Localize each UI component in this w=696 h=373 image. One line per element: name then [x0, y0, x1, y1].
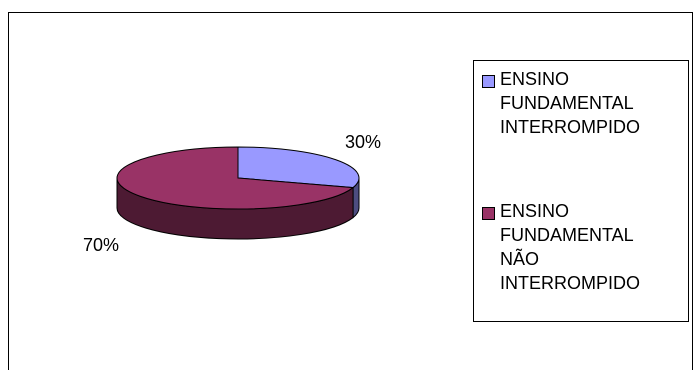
- legend-swatch-nao-interrompido: [482, 207, 495, 220]
- legend-item-interrompido: ENSINO FUNDAMENTAL INTERROMPIDO: [482, 67, 640, 139]
- legend-label-interrompido: ENSINO FUNDAMENTAL INTERROMPIDO: [500, 69, 641, 137]
- legend-item-nao-interrompido: ENSINO FUNDAMENTAL NÃO INTERROMPIDO: [482, 199, 640, 295]
- chart-frame: [8, 12, 693, 370]
- pie-slice-interrompido: [237, 146, 360, 189]
- legend-swatch-interrompido: [482, 75, 495, 88]
- legend: ENSINO FUNDAMENTAL INTERROMPIDO ENSINO F…: [473, 60, 689, 322]
- data-label-nao-interrompido: 70%: [83, 235, 120, 255]
- pie-slice-nao-interrompido: [116, 146, 355, 210]
- legend-label-nao-interrompido: ENSINO FUNDAMENTAL NÃO INTERROMPIDO: [500, 201, 641, 293]
- data-label-interrompido: 30%: [345, 132, 382, 152]
